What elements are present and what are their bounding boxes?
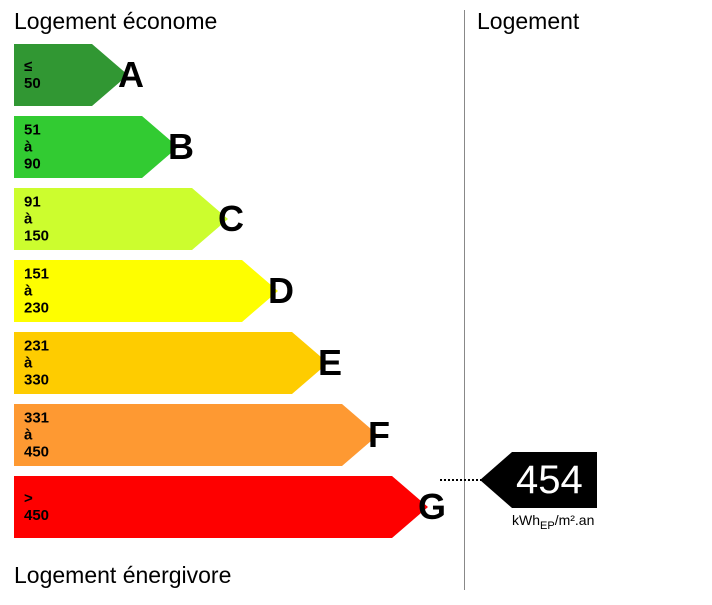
bar-range-label: 231 à 330 [24, 338, 49, 389]
vertical-divider [464, 10, 465, 590]
value-badge: 454 [512, 452, 597, 508]
bar-letter: C [218, 198, 244, 240]
bar-letter: G [418, 486, 446, 528]
energy-value: 454 [516, 458, 583, 503]
bar-range-label: 91 à 150 [24, 194, 49, 245]
bar-range-label: ≤ 50 [24, 58, 41, 92]
bar-body [14, 476, 392, 538]
bar-range-label: 331 à 450 [24, 410, 49, 461]
bar-range-label: 51 à 90 [24, 122, 41, 173]
bar-letter: A [118, 54, 144, 96]
bar-letter: D [268, 270, 294, 312]
bar-body [14, 404, 342, 466]
unit-label: kWhEP/m².an [512, 512, 594, 532]
heading-property: Logement [477, 8, 579, 35]
heading-energy-intensive: Logement énergivore [14, 562, 231, 589]
bar-letter: F [368, 414, 390, 456]
bar-range-label: > 450 [24, 490, 49, 524]
bar-letter: B [168, 126, 194, 168]
bar-body [14, 332, 292, 394]
bar-letter: E [318, 342, 342, 384]
bar-range-label: 151 à 230 [24, 266, 49, 317]
heading-economical: Logement économe [14, 8, 217, 35]
value-badge-arrow [480, 452, 512, 508]
